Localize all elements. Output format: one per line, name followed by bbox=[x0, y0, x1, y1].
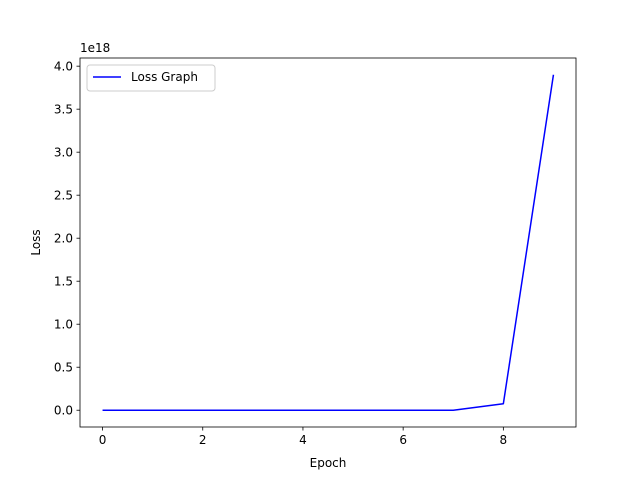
y-tick-label: 2.5 bbox=[54, 189, 73, 203]
legend: Loss Graph bbox=[86, 64, 216, 92]
x-tick-label: 6 bbox=[399, 433, 407, 447]
y-tick-label: 4.0 bbox=[54, 60, 73, 74]
x-tick-label: 8 bbox=[500, 433, 508, 447]
x-tick-label: 0 bbox=[99, 433, 107, 447]
y-tick-label: 0.0 bbox=[54, 404, 73, 418]
y-axis-label: Loss bbox=[29, 229, 43, 255]
y-tick-label: 2.0 bbox=[54, 232, 73, 246]
y-tick-label: 1.0 bbox=[54, 318, 73, 332]
y-axis-ticks: 0.0 0.5 1.0 1.5 2.0 2.5 3.0 3.5 4.0 bbox=[54, 60, 80, 418]
legend-entry-label: Loss Graph bbox=[131, 70, 198, 84]
y-offset-label: 1e18 bbox=[80, 41, 110, 55]
y-tick-label: 3.0 bbox=[54, 146, 73, 160]
x-axis-ticks: 0 2 4 6 8 bbox=[99, 427, 507, 447]
y-tick-label: 0.5 bbox=[54, 361, 73, 375]
x-tick-label: 4 bbox=[299, 433, 307, 447]
loss-series-line bbox=[102, 74, 555, 411]
x-axis-label: Epoch bbox=[310, 456, 347, 470]
x-tick-label: 2 bbox=[199, 433, 207, 447]
axes-frame bbox=[79, 57, 577, 428]
y-tick-label: 3.5 bbox=[54, 103, 73, 117]
y-tick-label: 1.5 bbox=[54, 275, 73, 289]
legend-box bbox=[86, 64, 216, 92]
